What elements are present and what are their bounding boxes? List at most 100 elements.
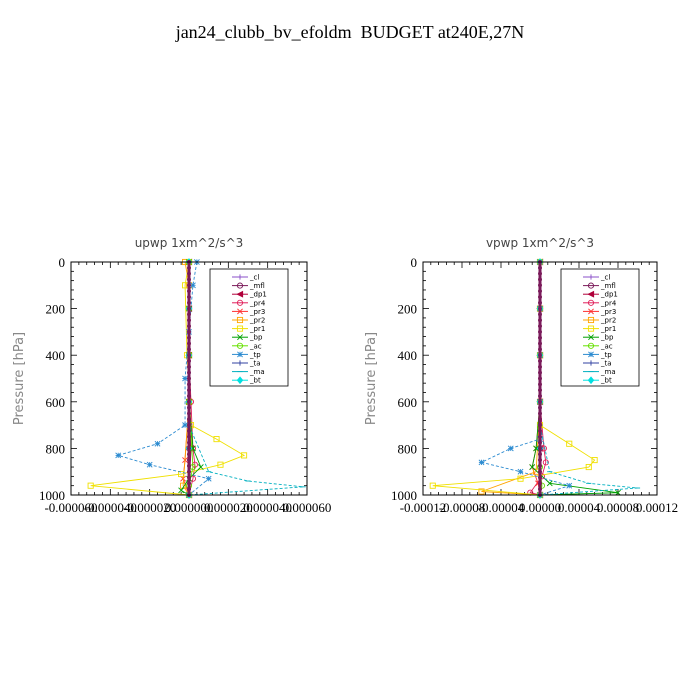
legend-marker: [236, 299, 244, 306]
point-mfl: [187, 399, 191, 404]
point-mfl: [187, 306, 191, 311]
legend-marker: [236, 316, 244, 324]
point-mfl: [538, 481, 542, 486]
legend-marker: [587, 376, 595, 385]
point-pr1: [178, 470, 185, 478]
point-mfl: [187, 458, 191, 463]
plot-title: upwp 1xm^2/s^3: [135, 236, 244, 250]
point-bp: [615, 489, 621, 496]
point-mfl: [187, 475, 191, 480]
point-mfl: [187, 283, 191, 288]
point-tp: [190, 282, 196, 289]
point-bp: [197, 464, 204, 470]
point-mfl: [187, 393, 191, 398]
plot-frame: [422, 261, 658, 496]
legend-marker: [588, 334, 594, 341]
point-mfl: [538, 382, 542, 387]
point-mfl: [538, 335, 542, 340]
x-tick-label: -0.00008: [439, 500, 486, 515]
x-tick-label: -0.000020: [123, 500, 176, 515]
legend-marker: [587, 299, 595, 306]
legend-label: _ac: [600, 342, 613, 350]
point-mfl: [187, 405, 191, 410]
series-line-pr2: [481, 262, 541, 496]
legend-marker: [236, 282, 244, 289]
y-tick-label: 1000: [39, 488, 65, 503]
point-mfl: [187, 364, 191, 369]
legend-marker: [588, 351, 594, 358]
point-tp: [507, 445, 514, 452]
point-bp: [533, 445, 540, 452]
y-tick-label: 200: [46, 302, 66, 317]
legend-label: _bp: [600, 334, 614, 342]
legend-label: _tp: [249, 351, 261, 359]
point-mfl: [187, 265, 191, 270]
point-mfl: [538, 428, 542, 433]
legend-label: _ma: [249, 368, 265, 376]
point-mfl: [538, 364, 542, 369]
legend-label: _pr3: [249, 308, 265, 316]
point-mfl: [538, 388, 542, 393]
point-mfl: [187, 359, 191, 364]
legend-marker: [236, 290, 244, 298]
legend-marker: [588, 308, 594, 315]
point-tp: [115, 452, 122, 459]
point-mfl: [187, 312, 191, 317]
legend-marker: [587, 316, 595, 324]
point-tp: [146, 461, 153, 468]
series-line-ma: [188, 262, 304, 496]
y-tick-label: 800: [46, 441, 66, 456]
legend-label: _pr2: [249, 317, 265, 325]
legend-label: _pr1: [249, 325, 265, 333]
series-line-tp: [480, 262, 571, 496]
point-mfl: [187, 353, 191, 358]
point-mfl: [187, 318, 191, 323]
legend-marker: [587, 325, 595, 332]
y-tick-label: 200: [398, 302, 418, 317]
x-tick-label: 0.000000: [165, 500, 214, 515]
legend-label: _pr4: [249, 299, 266, 307]
x-tick-label: 0.000040: [243, 500, 292, 515]
point-pr1: [585, 463, 592, 471]
legend-marker: [236, 376, 244, 385]
legend-label: _pr3: [600, 308, 616, 316]
legend-marker: [587, 342, 595, 349]
point-tp: [154, 440, 161, 447]
point-mfl: [538, 423, 542, 428]
point-mfl: [187, 382, 191, 387]
point-mfl: [187, 300, 191, 305]
point-mfl: [538, 300, 542, 305]
y-tick-label: 800: [398, 441, 418, 456]
point-mfl: [187, 434, 191, 439]
legend: _cl_mfl_dp1_pr4_pr3_pr2_pr1_bp_ac_tp_ta_…: [560, 268, 640, 387]
point-mfl: [538, 329, 542, 334]
point-mfl: [187, 388, 191, 393]
legend-marker: [236, 325, 244, 332]
point-pr1: [87, 482, 94, 489]
point-mfl: [538, 458, 542, 463]
point-mfl: [187, 463, 191, 468]
y-tick-label: 400: [46, 348, 66, 363]
point-bp: [529, 464, 536, 470]
legend-label: _ta: [600, 360, 612, 368]
series-line-ma: [539, 262, 638, 496]
point-mfl: [538, 475, 542, 480]
legend-label: _dp1: [249, 291, 267, 299]
point-mfl: [538, 294, 542, 299]
legend-label: _pr1: [600, 325, 616, 333]
point-mfl: [538, 370, 542, 375]
legend-label: _bp: [249, 334, 263, 342]
y-tick-label: 600: [398, 395, 418, 410]
point-mfl: [538, 289, 542, 294]
x-tick-label: 0.000060: [283, 500, 332, 515]
legend-label: _tp: [600, 351, 612, 359]
y-tick-label: 0: [411, 255, 418, 270]
series-group: [87, 258, 306, 499]
y-tick-label: 1000: [391, 488, 417, 503]
legend: _cl_mfl_dp1_pr4_pr3_pr2_pr1_bp_ac_tp_ta_…: [209, 268, 289, 387]
point-mfl: [187, 417, 191, 422]
point-mfl: [187, 370, 191, 375]
point-mfl: [187, 289, 191, 294]
legend-marker: [587, 290, 595, 298]
